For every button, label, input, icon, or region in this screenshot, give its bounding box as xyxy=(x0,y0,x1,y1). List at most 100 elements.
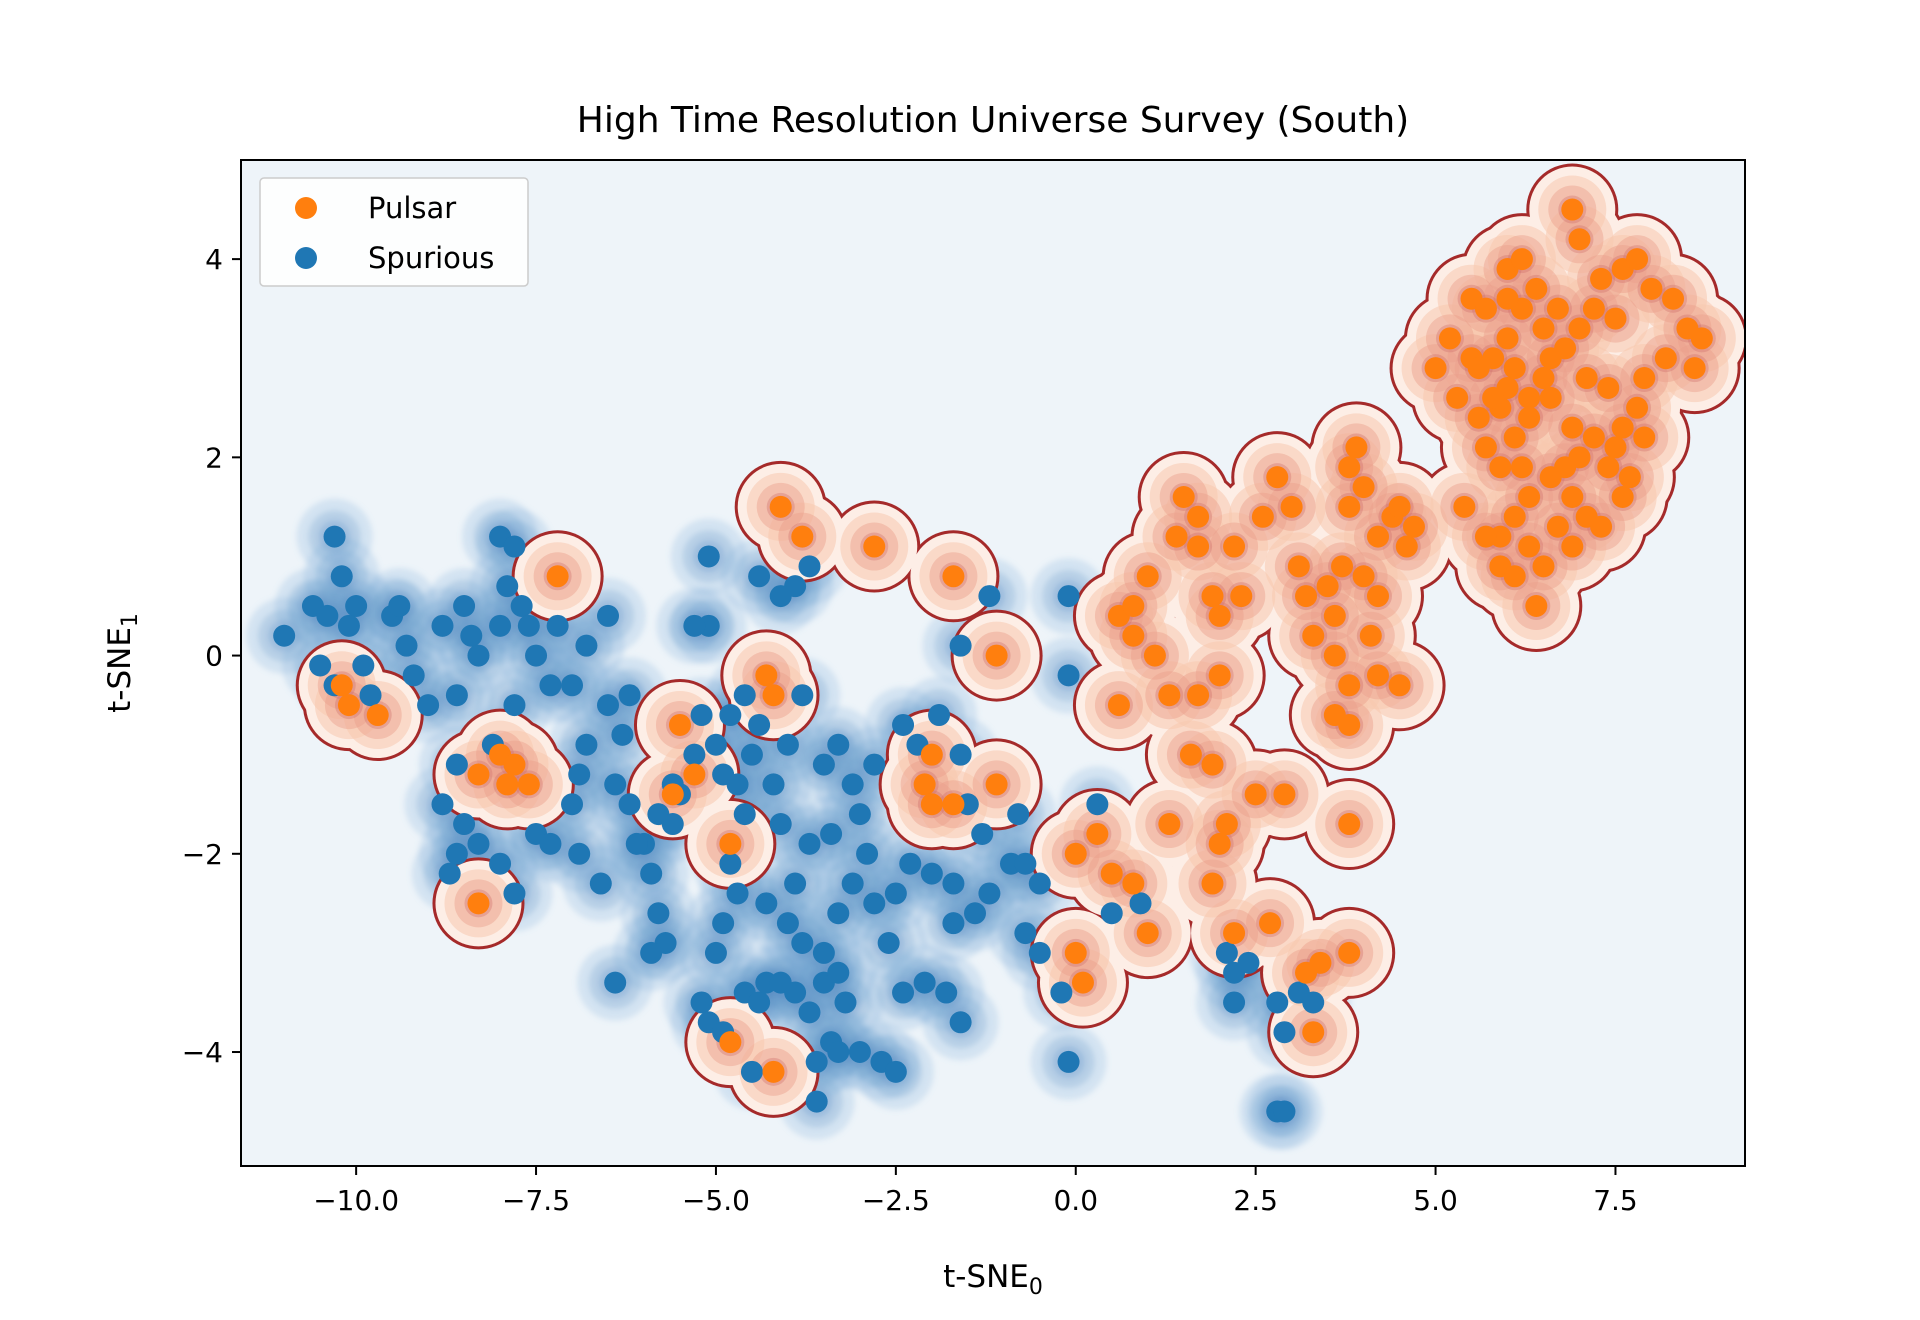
pulsar-point xyxy=(1604,307,1627,330)
x-axis-ticks: −10.0 −7.5 −5.0 −2.5 0.0 2.5 5.0 7.5 xyxy=(313,1166,1638,1217)
pulsar-point xyxy=(1654,347,1677,370)
spurious-point xyxy=(827,1041,850,1064)
pulsar-point xyxy=(942,793,965,816)
spurious-point xyxy=(784,872,807,895)
pulsar-point xyxy=(1532,367,1555,390)
pulsar-point xyxy=(1064,941,1087,964)
spurious-point xyxy=(618,793,641,816)
pulsar-point xyxy=(913,773,936,796)
spurious-point xyxy=(942,912,965,935)
spurious-point xyxy=(748,991,771,1014)
spurious-point xyxy=(539,832,562,855)
plot-frame xyxy=(240,159,1746,1167)
pulsar-point xyxy=(1122,872,1145,895)
pulsar-point xyxy=(762,1060,785,1083)
pulsar-point xyxy=(1201,585,1224,608)
spurious-point xyxy=(798,832,821,855)
pulsar-point xyxy=(1331,555,1354,578)
pulsar-point xyxy=(1352,476,1375,499)
spurious-point xyxy=(359,684,382,707)
pulsar-point xyxy=(1582,426,1605,449)
pulsar-point xyxy=(1518,406,1541,429)
spurious-point xyxy=(856,842,879,865)
x-tick-label: 0.0 xyxy=(1053,1184,1098,1217)
spurious-point xyxy=(597,694,620,717)
spurious-point xyxy=(776,912,799,935)
pulsar-point xyxy=(683,763,706,786)
pulsar-point xyxy=(1208,832,1231,855)
spurious-point xyxy=(755,892,778,915)
pulsar-point xyxy=(1208,604,1231,627)
spurious-point xyxy=(647,902,670,925)
spurious-point xyxy=(539,674,562,697)
pulsar-point xyxy=(1345,436,1368,459)
pulsar-point xyxy=(1122,624,1145,647)
spurious-point xyxy=(402,664,425,687)
pulsar-point xyxy=(1546,515,1569,538)
spurious-point xyxy=(1014,922,1037,945)
spurious-point xyxy=(740,743,763,766)
spurious-point xyxy=(611,723,634,746)
pulsar-point xyxy=(1158,684,1181,707)
pulsar-point xyxy=(769,495,792,518)
pulsar-point xyxy=(1143,644,1166,667)
x-tick-label: −5.0 xyxy=(682,1184,750,1217)
spurious-point xyxy=(1057,1050,1080,1073)
legend-marker-spurious xyxy=(295,247,317,269)
pulsar-point xyxy=(1590,515,1613,538)
spurious-point xyxy=(445,753,468,776)
pulsar-point xyxy=(791,525,814,548)
chart-title: High Time Resolution Universe Survey (So… xyxy=(577,100,1409,141)
spurious-point xyxy=(575,733,598,756)
pulsar-point xyxy=(546,565,569,588)
spurious-point xyxy=(704,941,727,964)
pulsar-point xyxy=(1590,267,1613,290)
spurious-point xyxy=(467,644,490,667)
x-axis-label-text: t-SNE xyxy=(943,1259,1029,1295)
pulsar-point xyxy=(1539,347,1562,370)
spurious-point xyxy=(460,624,483,647)
pulsar-point xyxy=(1503,426,1526,449)
pulsar-point xyxy=(1223,535,1246,558)
spurious-point xyxy=(978,585,1001,608)
spurious-point xyxy=(942,872,965,895)
pulsar-point xyxy=(467,763,490,786)
spurious-point xyxy=(812,941,835,964)
pulsar-point xyxy=(1503,505,1526,528)
scatter-points xyxy=(273,198,1713,1123)
pulsar-point xyxy=(1532,317,1555,340)
x-axis-label-subscript: 0 xyxy=(1029,1275,1043,1300)
pulsar-point xyxy=(1633,426,1656,449)
x-tick-label: −10.0 xyxy=(313,1184,399,1217)
spurious-point xyxy=(899,852,922,875)
spurious-point xyxy=(640,941,663,964)
pulsar-point xyxy=(1424,357,1447,380)
spurious-point xyxy=(489,852,512,875)
spurious-point xyxy=(820,822,843,845)
spurious-point xyxy=(913,971,936,994)
pulsar-point xyxy=(1510,456,1533,479)
pulsar-point xyxy=(1496,287,1519,310)
spurious-point xyxy=(503,535,526,558)
spurious-point xyxy=(827,733,850,756)
spurious-point xyxy=(697,545,720,568)
spurious-point xyxy=(640,862,663,885)
spurious-point xyxy=(841,872,864,895)
pulsar-point xyxy=(1316,575,1339,598)
pulsar-point xyxy=(1100,862,1123,885)
spurious-point xyxy=(1014,852,1037,875)
pulsar-point xyxy=(1323,604,1346,627)
spurious-point xyxy=(949,634,972,657)
spurious-point xyxy=(776,733,799,756)
spurious-point xyxy=(445,684,468,707)
pulsar-point xyxy=(1561,198,1584,221)
spurious-point xyxy=(812,753,835,776)
pulsar-point xyxy=(1366,525,1389,548)
pulsar-point xyxy=(1071,971,1094,994)
spurious-point xyxy=(683,743,706,766)
spurious-point xyxy=(733,684,756,707)
pulsar-point xyxy=(1338,674,1361,697)
spurious-point xyxy=(568,763,591,786)
spurious-point xyxy=(453,595,476,618)
pulsar-point xyxy=(1366,664,1389,687)
